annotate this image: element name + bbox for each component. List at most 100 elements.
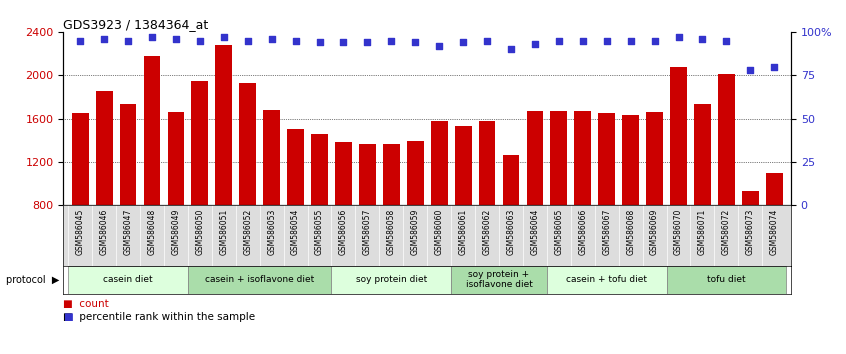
Bar — [383, 143, 399, 292]
Bar — [667, 266, 786, 294]
Bar — [96, 91, 113, 292]
Point — [528, 41, 541, 47]
Text: GSM586064: GSM586064 — [530, 208, 540, 255]
Text: ■  count: ■ count — [63, 299, 109, 309]
Bar — [359, 143, 376, 292]
Bar — [311, 134, 328, 292]
Text: GSM586050: GSM586050 — [195, 208, 205, 255]
Bar — [455, 126, 471, 292]
Text: GSM586060: GSM586060 — [435, 208, 443, 255]
Bar — [551, 111, 567, 292]
Bar — [623, 115, 639, 292]
Bar — [670, 67, 687, 292]
Point — [337, 39, 350, 45]
Text: protocol  ▶: protocol ▶ — [6, 275, 59, 285]
Bar — [332, 266, 451, 294]
Text: ■: ■ — [63, 312, 74, 322]
Point — [169, 36, 183, 42]
Text: casein + tofu diet: casein + tofu diet — [566, 275, 647, 284]
Text: soy protein diet: soy protein diet — [355, 275, 427, 284]
Text: soy protein +
isoflavone diet: soy protein + isoflavone diet — [465, 270, 532, 289]
Text: GSM586062: GSM586062 — [482, 208, 492, 255]
Text: GSM586072: GSM586072 — [722, 208, 731, 255]
Text: tofu diet: tofu diet — [707, 275, 745, 284]
Text: GSM586068: GSM586068 — [626, 208, 635, 255]
Text: GSM586070: GSM586070 — [674, 208, 683, 255]
Bar — [263, 110, 280, 292]
Text: GSM586055: GSM586055 — [315, 208, 324, 255]
Point — [97, 36, 111, 42]
Bar — [188, 266, 332, 294]
Bar — [766, 173, 783, 292]
Text: GSM586049: GSM586049 — [172, 208, 180, 255]
Bar — [526, 111, 543, 292]
Bar — [547, 266, 667, 294]
Text: GSM586061: GSM586061 — [459, 208, 468, 255]
Point — [456, 39, 470, 45]
Bar — [503, 155, 519, 292]
Point — [600, 38, 613, 44]
Point — [432, 43, 446, 48]
Text: GSM586071: GSM586071 — [698, 208, 707, 255]
Text: GSM586074: GSM586074 — [770, 208, 779, 255]
Point — [217, 34, 231, 40]
Text: GSM586057: GSM586057 — [363, 208, 372, 255]
Point — [624, 38, 637, 44]
Text: GSM586045: GSM586045 — [75, 208, 85, 255]
Text: GSM586066: GSM586066 — [579, 208, 587, 255]
Point — [695, 36, 709, 42]
Point — [146, 34, 159, 40]
Bar — [451, 266, 547, 294]
Text: GSM586053: GSM586053 — [267, 208, 276, 255]
Point — [481, 38, 494, 44]
Point — [409, 39, 422, 45]
Text: GSM586051: GSM586051 — [219, 208, 228, 255]
Text: GSM586058: GSM586058 — [387, 208, 396, 255]
Point — [121, 38, 135, 44]
Point — [74, 38, 87, 44]
Bar — [168, 112, 184, 292]
Bar — [239, 83, 256, 292]
Point — [241, 38, 255, 44]
Text: GSM586067: GSM586067 — [602, 208, 611, 255]
Text: GSM586065: GSM586065 — [554, 208, 563, 255]
Point — [648, 38, 662, 44]
Point — [576, 38, 590, 44]
Point — [504, 46, 518, 52]
Text: GSM586063: GSM586063 — [507, 208, 515, 255]
Point — [552, 38, 566, 44]
Text: GDS3923 / 1384364_at: GDS3923 / 1384364_at — [63, 18, 209, 31]
Point — [720, 38, 733, 44]
Point — [265, 36, 278, 42]
Bar — [69, 266, 188, 294]
Point — [360, 39, 374, 45]
Bar — [191, 81, 208, 292]
Text: GSM586056: GSM586056 — [339, 208, 348, 255]
Point — [744, 67, 757, 73]
Point — [385, 38, 398, 44]
Point — [313, 39, 327, 45]
Text: casein diet: casein diet — [103, 275, 153, 284]
Text: GSM586069: GSM586069 — [650, 208, 659, 255]
Bar — [72, 113, 89, 292]
Text: GSM586054: GSM586054 — [291, 208, 300, 255]
Text: GSM586046: GSM586046 — [100, 208, 108, 255]
Bar — [288, 130, 304, 292]
Bar — [216, 45, 232, 292]
Text: ■  percentile rank within the sample: ■ percentile rank within the sample — [63, 312, 255, 322]
Point — [193, 38, 206, 44]
Bar — [479, 121, 496, 292]
Bar — [407, 141, 424, 292]
Point — [288, 38, 302, 44]
Point — [767, 64, 781, 69]
Bar — [646, 112, 663, 292]
Bar — [144, 56, 161, 292]
Bar — [335, 142, 352, 292]
Text: GSM586048: GSM586048 — [147, 208, 157, 255]
Bar — [598, 113, 615, 292]
Text: casein + isoflavone diet: casein + isoflavone diet — [205, 275, 315, 284]
Text: GSM586059: GSM586059 — [411, 208, 420, 255]
Bar — [742, 191, 759, 292]
Bar — [718, 74, 735, 292]
Point — [672, 34, 685, 40]
